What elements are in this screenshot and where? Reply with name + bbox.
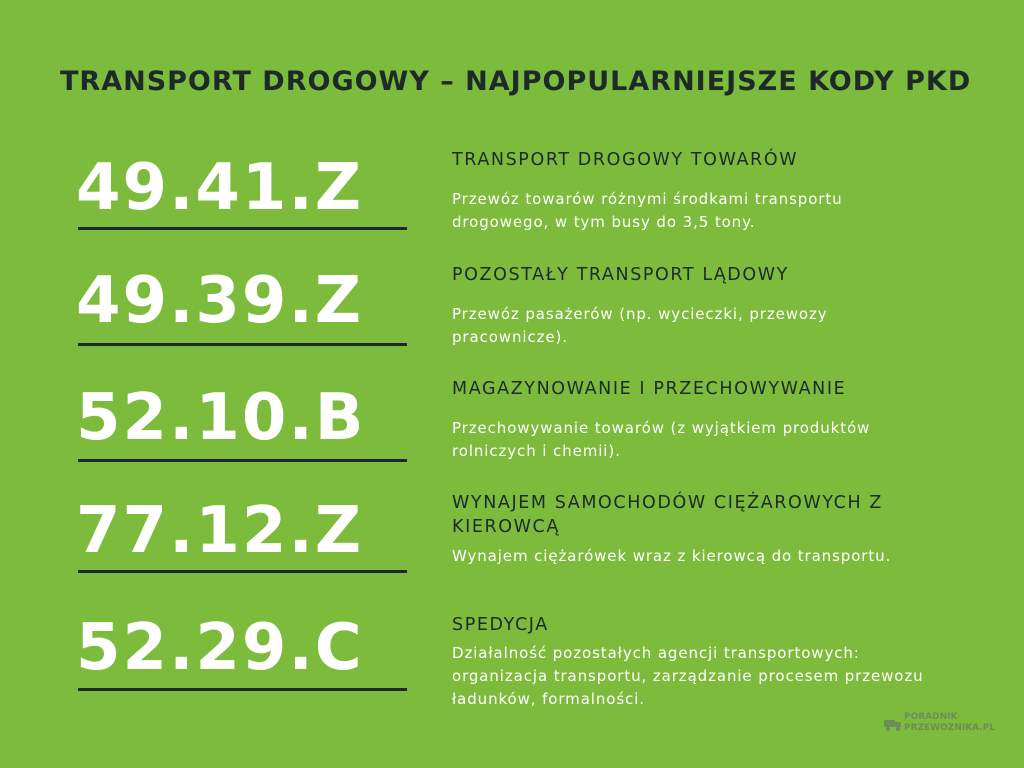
code-description: Przewóz towarów różnymi środkami transpo… <box>452 190 843 231</box>
code-heading: WYNAJEM SAMOCHODÓW CIĘŻAROWYCH Z KIEROWC… <box>452 493 883 537</box>
pkd-code: 77.12.Z <box>76 494 364 568</box>
code-description: Działalność pozostałych agencji transpor… <box>452 644 924 708</box>
logo-truck-icon <box>884 720 901 731</box>
pkd-code: 49.39.Z <box>76 264 364 338</box>
logo-text: PRZEWOZNIKA.PL <box>904 723 996 733</box>
pkd-code: 52.29.C <box>76 611 364 685</box>
divider <box>78 459 407 462</box>
pkd-code: 49.41.Z <box>76 151 364 225</box>
code-description: Przewóz pasażerów (np. wycieczki, przewo… <box>452 305 828 346</box>
code-description: Przechowywanie towarów (z wyjątkiem prod… <box>452 419 871 460</box>
code-heading: TRANSPORT DROGOWY TOWARÓW <box>452 150 799 170</box>
logo-text: PORADNIK <box>904 712 958 722</box>
code-heading: MAGAZYNOWANIE I PRZECHOWYWANIE <box>452 379 847 399</box>
divider <box>78 688 407 691</box>
code-heading: SPEDYCJA <box>452 615 549 635</box>
title: TRANSPORT DROGOWY – NAJPOPULARNIEJSZE KO… <box>60 66 972 97</box>
logo: PORADNIK PRZEWOZNIKA.PL <box>884 712 996 734</box>
divider <box>78 343 407 346</box>
divider <box>78 227 407 230</box>
code-heading: POZOSTAŁY TRANSPORT LĄDOWY <box>452 265 789 285</box>
pkd-code: 52.10.B <box>76 381 366 455</box>
divider <box>78 570 407 573</box>
code-description: Wynajem ciężarówek wraz z kierowcą do tr… <box>452 547 892 565</box>
